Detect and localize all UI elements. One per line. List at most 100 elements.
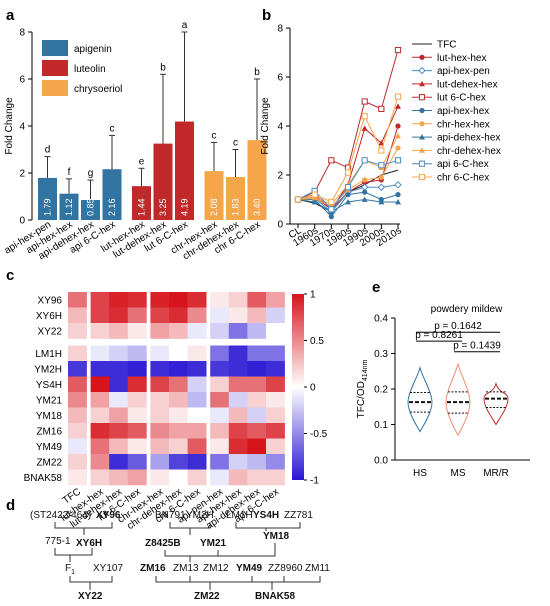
data-point [377,183,386,191]
y-tick-label: 0.2 [374,385,388,396]
heatmap-cell [228,392,248,408]
value-label: 1.83 [231,198,241,216]
heatmap-cell [68,392,87,408]
legend-label: chr-hex-hex [437,119,490,130]
y-axis-label: TFC/OD414nm [356,360,369,419]
significance-letter: g [88,168,94,179]
y-tick-label: 4 [19,122,25,133]
heatmap-cell [210,438,230,455]
heatmap-cell [210,454,230,470]
heatmap-cell [228,307,248,324]
heatmap-cell [266,392,285,408]
y-tick-label: 0 [277,220,283,231]
data-point [311,191,318,198]
heatmap-cell [150,361,170,377]
heatmap-cell [169,454,188,470]
legend-marker [419,54,425,60]
data-point [344,184,352,191]
heatmap-cell [187,376,207,393]
data-point [345,192,351,198]
data-point [395,198,401,205]
heatmap-cell [210,323,230,339]
panel-label-c: c [6,267,14,284]
heatmap-cell [150,438,170,455]
y-tick-label: 6 [277,73,283,84]
heatmap-cell [228,407,248,424]
heatmap-cell [247,469,267,486]
heatmap-cell [127,307,147,324]
pedigree-ym2h: YM2H [186,510,214,521]
data-point [395,123,401,129]
value-label: 1.79 [43,198,53,216]
heatmap-cell [266,307,285,324]
colorbar-tick-label: 0.5 [310,336,324,347]
legend-label: lut-dehex-hex [437,79,498,90]
legend-label: TFC [437,40,456,51]
heatmap-cell [210,292,230,308]
data-point [362,177,368,183]
colorbar [292,294,304,480]
heatmap-cell [228,323,248,339]
pedigree-bnak58: BNAK58 [255,591,295,602]
legend-marker [419,107,425,114]
heatmap-cell [150,376,170,393]
row-label: YM21 [36,395,63,406]
heatmap-cell [210,307,230,324]
legend-label: luteolin [74,64,106,75]
value-label: 2.08 [209,198,219,216]
heatmap-cell [247,361,267,377]
heatmap-cell [150,323,170,339]
heatmap-cell [127,469,147,486]
panel-label-e: e [372,279,380,296]
value-label: 2.16 [107,198,117,216]
heatmap-cell [169,469,188,486]
data-point [394,93,402,100]
pedigree-ym21: YM21 [200,538,227,549]
value-label: 0.85 [86,198,96,216]
heatmap-cell [68,292,87,308]
y-tick-label: 8 [19,28,25,39]
heatmap-cell [68,307,87,324]
heatmap-correlation: XY96 XY6H XY22 LM1H YM2H YS4H YM21 YM18 ZM16 YM49… [24,290,328,533]
heatmap-cell [210,469,230,486]
significance-letter: a [182,20,188,31]
y-axis-label-main: TFC/OD [356,381,367,418]
heatmap-cell [266,407,285,424]
heatmap-cell [247,345,267,362]
heatmap-cell [90,423,110,439]
heatmap-cell [169,392,188,408]
data-point [361,157,368,164]
heatmap-cell [247,454,267,470]
y-tick-label: 8 [277,24,283,35]
heatmap-cell [187,407,207,424]
pedigree-zm16: ZM16 [140,563,166,574]
heatmap-cell [68,423,87,439]
heatmap-cell [127,423,147,439]
heatmap-cell [127,323,147,339]
heatmap-cell [68,407,87,424]
heatmap-cell [150,345,170,362]
data-point [361,113,368,120]
heatmap-cell [266,323,285,339]
heatmap-cell [228,438,248,455]
heatmap-cell [247,307,267,324]
heatmap-cell [150,469,170,486]
pedigree-xy6h: XY6H [76,538,102,549]
heatmap-cell [127,376,147,393]
panel-label-b: b [262,7,271,24]
heatmap-cell [187,323,207,339]
heatmap-cell [210,392,230,408]
legend-label: lut 6-C-hex [437,93,486,104]
heatmap-cell [210,407,230,424]
heatmap-cell [127,438,147,455]
heatmap-cell [247,323,267,339]
pedigree-zm11: ZM11 [305,563,330,574]
heatmap-cell [187,345,207,362]
pedigree-bn791: BN791 [155,510,186,521]
legend-label: apigenin [74,44,112,55]
pedigree-ym18: YM18 [263,531,290,542]
heatmap-cell [266,292,285,308]
heatmap-cell [187,307,207,324]
heatmap-cell [127,407,147,424]
